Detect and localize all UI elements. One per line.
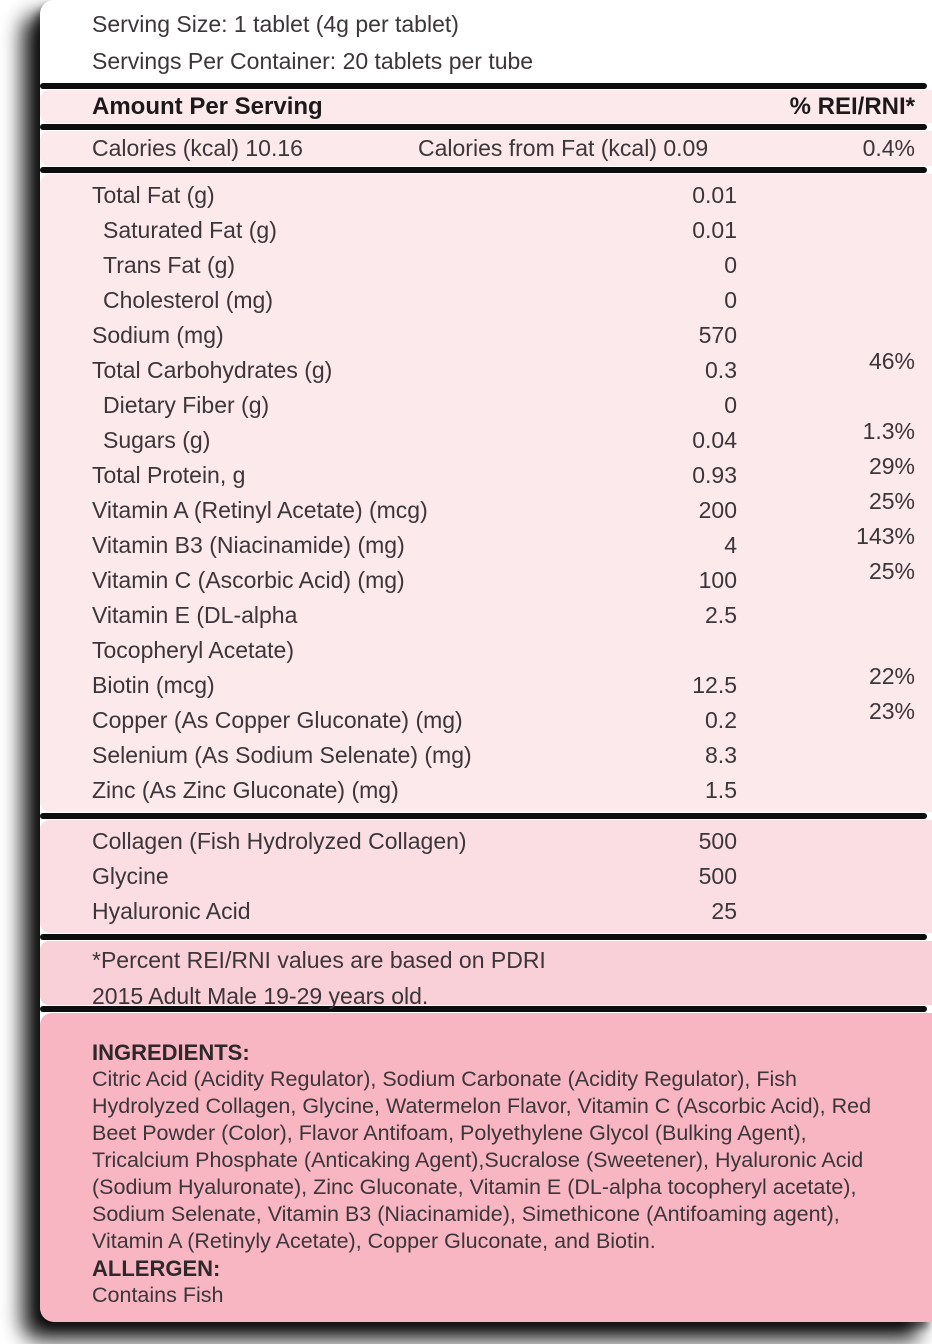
nutrient-value: 0.2 bbox=[705, 707, 737, 733]
serving-info-section: Serving Size: 1 tablet (4g per tablet) S… bbox=[40, 0, 932, 82]
nutrient-value: 4 bbox=[724, 532, 737, 558]
nutrient-name: Zinc (As Zinc Gluconate) (mg) bbox=[92, 777, 399, 803]
nutrient-name: Biotin (mcg) bbox=[92, 672, 215, 698]
nutrient-percent: 143% bbox=[856, 523, 915, 549]
calories-from-fat-label: Calories from Fat (kcal) 0.09 bbox=[418, 135, 709, 161]
active-ingredient-row: Glycine 500 bbox=[92, 859, 915, 894]
nutrient-row: Tocopheryl Acetate) bbox=[92, 633, 915, 668]
active-ingredient-row: Collagen (Fish Hydrolyzed Collagen) 500 bbox=[92, 824, 915, 859]
footnote-line-2: 2015 Adult Male 19-29 years old. bbox=[92, 983, 429, 1009]
nutrient-row: Vitamin C (Ascorbic Acid) (mg) 100 25% bbox=[92, 558, 915, 598]
nutrient-name: Cholesterol (mg) bbox=[103, 287, 273, 313]
nutrient-row: Vitamin B3 (Niacinamide) (mg) 4 143% bbox=[92, 523, 915, 563]
active-ingredient-row: Hyaluronic Acid 25 bbox=[92, 894, 915, 929]
nutrient-name: Copper (As Copper Gluconate) (mg) bbox=[92, 707, 463, 733]
nutrient-row: Vitamin E (DL-alpha 2.5 bbox=[92, 598, 915, 633]
nutrient-name: Sodium (mg) bbox=[92, 322, 224, 348]
servings-per-container-text: Servings Per Container: 20 tablets per t… bbox=[92, 48, 534, 74]
nutrient-value: 2.5 bbox=[705, 602, 737, 628]
nutrient-row: Sodium (mg) 570 bbox=[92, 318, 915, 353]
nutrient-row: Selenium (As Sodium Selenate) (mg) 8.3 bbox=[92, 738, 915, 773]
nutrient-value: 0.04 bbox=[692, 427, 737, 453]
nutrient-name: Tocopheryl Acetate) bbox=[92, 637, 295, 663]
nutrient-row: Copper (As Copper Gluconate) (mg) 0.2 23… bbox=[92, 698, 915, 738]
nutrient-row: Cholesterol (mg) 0 bbox=[92, 283, 915, 318]
section-divider bbox=[40, 934, 927, 940]
nutrient-row: Total Fat (g) 0.01 bbox=[92, 178, 915, 213]
nutrient-value: 12.5 bbox=[692, 672, 737, 698]
active-ingredient-value: 25 bbox=[711, 898, 737, 924]
footnote-section: *Percent REI/RNI values are based on PDR… bbox=[40, 941, 932, 1009]
nutrient-row: Trans Fat (g) 0 bbox=[92, 248, 915, 283]
ingredients-list-text: Citric Acid (Acidity Regulator), Sodium … bbox=[92, 1067, 872, 1253]
serving-size-text: Serving Size: 1 tablet (4g per tablet) bbox=[92, 11, 459, 37]
nutrient-percent: 46% bbox=[868, 348, 915, 374]
active-ingredient-name: Hyaluronic Acid bbox=[92, 898, 251, 924]
nutrient-row: Zinc (As Zinc Gluconate) (mg) 1.5 bbox=[92, 773, 915, 808]
nutrient-percent: 22% bbox=[868, 663, 915, 689]
nutrient-percent: 25% bbox=[868, 488, 915, 514]
nutrient-name: Total Carbohydrates (g) bbox=[92, 357, 333, 383]
nutrient-value: 0.93 bbox=[692, 462, 737, 488]
section-divider bbox=[40, 83, 927, 89]
nutrient-name: Total Protein, g bbox=[92, 462, 246, 488]
active-ingredient-name: Collagen (Fish Hydrolyzed Collagen) bbox=[92, 828, 467, 854]
nutrient-value: 0.01 bbox=[692, 182, 737, 208]
nutrient-row: Total Carbohydrates (g) 0.3 46% bbox=[92, 348, 915, 388]
calories-percent-value: 0.4% bbox=[862, 135, 915, 161]
nutrition-label-card: Serving Size: 1 tablet (4g per tablet) S… bbox=[40, 0, 932, 1322]
nutrient-row: Dietary Fiber (g) 0 bbox=[92, 388, 915, 423]
nutrient-percent: 1.3% bbox=[862, 418, 915, 444]
ingredients-section: INGREDIENTS: Citric Acid (Acidity Regula… bbox=[40, 1013, 932, 1322]
nutrient-value: 1.5 bbox=[705, 777, 737, 803]
active-ingredient-value: 500 bbox=[698, 863, 737, 889]
nutrient-name: Saturated Fat (g) bbox=[103, 217, 277, 243]
nutrient-row: Biotin (mcg) 12.5 22% bbox=[92, 663, 915, 703]
nutrient-value: 200 bbox=[698, 497, 737, 523]
nutrient-row: Vitamin A (Retinyl Acetate) (mcg) 200 25… bbox=[92, 488, 915, 528]
nutrient-row: Sugars (g) 0.04 1.3% bbox=[92, 418, 915, 458]
nutrient-value: 0 bbox=[724, 252, 737, 278]
allergen-heading: ALLERGEN: bbox=[92, 1256, 221, 1281]
nutrient-value: 570 bbox=[698, 322, 737, 348]
actives-table: Collagen (Fish Hydrolyzed Collagen) 500 … bbox=[40, 820, 932, 933]
nutrient-percent: 29% bbox=[868, 453, 915, 479]
nutrient-value: 0.01 bbox=[692, 217, 737, 243]
nutrient-percent: 25% bbox=[868, 558, 915, 584]
amount-per-serving-header: Amount Per Serving % REI/RNI* bbox=[40, 90, 932, 123]
nutrient-percent: 23% bbox=[868, 698, 915, 724]
allergen-text: Contains Fish bbox=[92, 1283, 224, 1307]
nutrient-value: 0 bbox=[724, 392, 737, 418]
nutrient-value: 0 bbox=[724, 287, 737, 313]
nutrient-name: Vitamin C (Ascorbic Acid) (mg) bbox=[92, 567, 405, 593]
nutrient-name: Vitamin B3 (Niacinamide) (mg) bbox=[92, 532, 405, 558]
nutrient-value: 8.3 bbox=[705, 742, 737, 768]
nutrient-name: Trans Fat (g) bbox=[103, 252, 236, 278]
nutrient-name: Total Fat (g) bbox=[92, 182, 215, 208]
nutrient-name: Dietary Fiber (g) bbox=[103, 392, 270, 418]
section-divider bbox=[40, 1006, 927, 1012]
nutrients-table: Total Fat (g) 0.01 Saturated Fat (g) 0.0… bbox=[40, 174, 932, 812]
nutrient-name: Selenium (As Sodium Selenate) (mg) bbox=[92, 742, 472, 768]
section-divider bbox=[40, 813, 927, 819]
calories-row: Calories (kcal) 10.16 Calories from Fat … bbox=[40, 131, 932, 166]
calories-label: Calories (kcal) 10.16 bbox=[92, 135, 303, 161]
nutrient-name: Sugars (g) bbox=[103, 427, 211, 453]
footnote-line-1: *Percent REI/RNI values are based on PDR… bbox=[92, 947, 546, 973]
nutrient-value: 100 bbox=[698, 567, 737, 593]
ingredients-heading: INGREDIENTS: bbox=[92, 1040, 250, 1065]
section-divider bbox=[40, 167, 927, 173]
nutrient-value: 0.3 bbox=[705, 357, 737, 383]
active-ingredient-value: 500 bbox=[698, 828, 737, 854]
amount-per-serving-label: Amount Per Serving bbox=[92, 92, 323, 120]
nutrient-row: Total Protein, g 0.93 29% bbox=[92, 453, 915, 493]
active-ingredient-name: Glycine bbox=[92, 863, 169, 889]
nutrient-row: Saturated Fat (g) 0.01 bbox=[92, 213, 915, 248]
section-divider bbox=[40, 124, 927, 130]
nutrient-name: Vitamin E (DL-alpha bbox=[92, 602, 298, 628]
nutrient-name: Vitamin A (Retinyl Acetate) (mcg) bbox=[92, 497, 428, 523]
percent-rei-rni-label: % REI/RNI* bbox=[789, 92, 915, 120]
